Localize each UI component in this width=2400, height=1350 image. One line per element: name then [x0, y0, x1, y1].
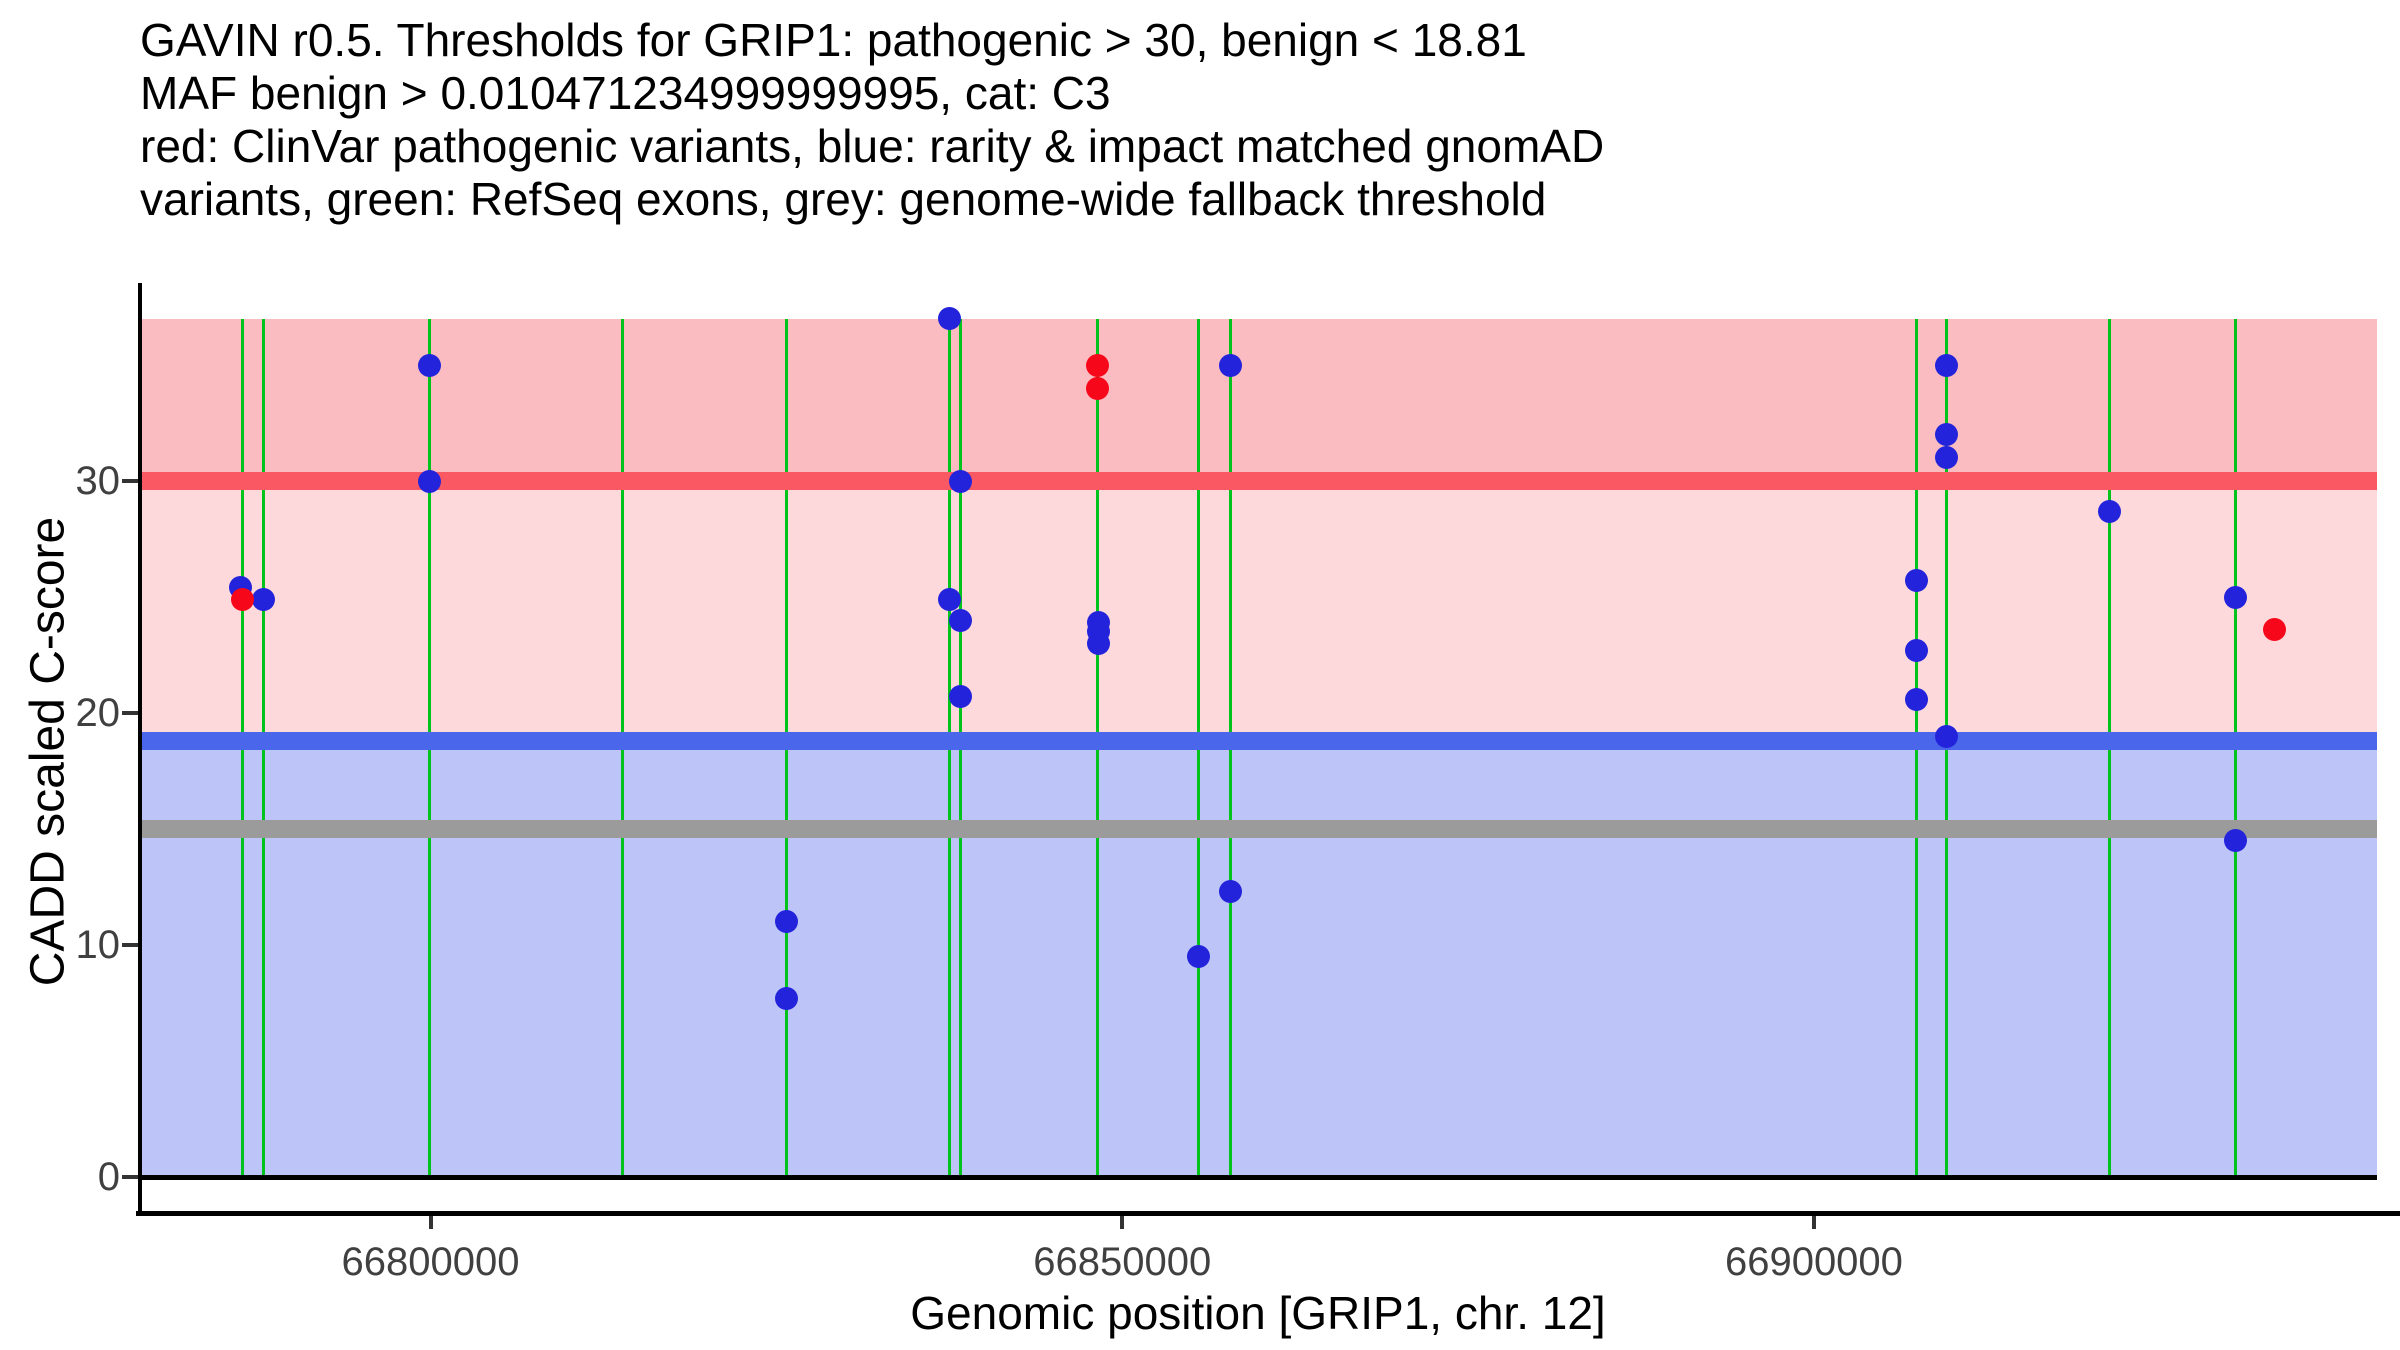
data-point-clinvar-pathogenic: [2263, 617, 2287, 641]
data-point-gnomad-matched: [1904, 638, 1928, 662]
y-tick-label: 20: [75, 691, 121, 735]
data-point-gnomad-matched: [1904, 569, 1928, 593]
data-point-gnomad-matched: [1935, 353, 1959, 377]
plot-title-line-2: MAF benign > 0.010471234999999995, cat: …: [140, 67, 1111, 119]
data-point-gnomad-matched: [251, 587, 275, 611]
data-point-gnomad-matched: [937, 307, 961, 331]
data-point-gnomad-matched: [1087, 631, 1111, 655]
threshold-line-genome-wide-fallback-threshold: [140, 820, 2377, 838]
data-point-gnomad-matched: [417, 469, 441, 493]
y-tick-mark: [122, 943, 138, 947]
y-tick-label: 30: [75, 459, 121, 503]
threshold-line-zero-baseline: [140, 1174, 2377, 1180]
threshold-line-pathogenic-threshold: [140, 472, 2377, 490]
data-point-gnomad-matched: [417, 353, 441, 377]
y-tick-label: 0: [97, 1155, 120, 1199]
zone-benign-zone: [140, 740, 2377, 1177]
data-point-gnomad-matched: [1186, 945, 1210, 969]
plot-title-line-1: GAVIN r0.5. Thresholds for GRIP1: pathog…: [140, 14, 1527, 66]
data-point-gnomad-matched: [948, 608, 972, 632]
x-axis-title: Genomic position [GRIP1, chr. 12]: [910, 1287, 1606, 1339]
plot-title-line-3: red: ClinVar pathogenic variants, blue: …: [140, 120, 1605, 172]
data-point-gnomad-matched: [937, 587, 961, 611]
data-point-clinvar-pathogenic: [230, 587, 254, 611]
data-point-gnomad-matched: [1904, 687, 1928, 711]
data-point-clinvar-pathogenic: [1085, 353, 1109, 377]
data-point-gnomad-matched: [1935, 446, 1959, 470]
data-point-gnomad-matched: [774, 986, 798, 1010]
y-axis-title: CADD scaled C-score: [21, 516, 75, 987]
data-point-gnomad-matched: [2098, 499, 2122, 523]
x-tick-mark: [428, 1213, 433, 1229]
y-tick-label: 10: [75, 923, 121, 967]
data-point-gnomad-matched: [948, 685, 972, 709]
y-axis-line: [138, 283, 142, 1215]
x-axis-line: [136, 1211, 2400, 1216]
data-point-gnomad-matched: [1935, 423, 1959, 447]
x-tick-mark: [1120, 1213, 1125, 1229]
x-tick-label: 66900000: [1724, 1240, 1903, 1284]
data-point-gnomad-matched: [948, 469, 972, 493]
zone-intermediate-zone: [140, 481, 2377, 741]
data-point-gnomad-matched: [2224, 829, 2248, 853]
x-tick-label: 66850000: [1033, 1240, 1212, 1284]
data-point-gnomad-matched: [1218, 880, 1242, 904]
y-tick-mark: [122, 1175, 138, 1179]
data-point-gnomad-matched: [774, 910, 798, 934]
y-tick-mark: [122, 711, 138, 715]
data-point-gnomad-matched: [1935, 724, 1959, 748]
x-tick-label: 66800000: [341, 1240, 520, 1284]
x-tick-mark: [1811, 1213, 1816, 1229]
y-tick-mark: [122, 479, 138, 483]
data-point-clinvar-pathogenic: [1085, 376, 1109, 400]
plot-title-line-4: variants, green: RefSeq exons, grey: gen…: [140, 173, 1547, 225]
threshold-line-benign-threshold: [140, 731, 2377, 750]
data-point-gnomad-matched: [1218, 353, 1242, 377]
zone-pathogenic-zone: [140, 318, 2377, 481]
data-point-gnomad-matched: [2224, 585, 2248, 609]
